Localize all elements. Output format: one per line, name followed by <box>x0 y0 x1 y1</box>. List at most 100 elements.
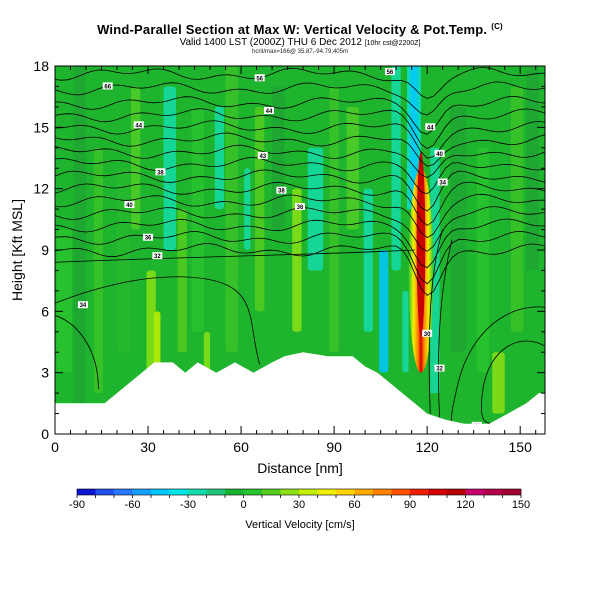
y-tick-label-6: 18 <box>33 58 49 74</box>
colorbar-swatch-10 <box>262 489 281 495</box>
theta-contour-lower-c <box>55 315 99 390</box>
theta-contour-lower-f <box>428 229 444 414</box>
velocity-band-22 <box>391 66 401 271</box>
colorbar-swatch-14 <box>336 489 355 495</box>
colorbar-swatch-0 <box>77 489 96 495</box>
theta-label-bg <box>152 252 163 260</box>
plot-area: 66565644444443403838344036363234303230 <box>55 66 545 434</box>
valid-time-small: [10hr cst@2200Z] <box>364 40 421 47</box>
copyright-mark: (C) <box>491 22 503 31</box>
x-tick-label-0: 0 <box>51 439 59 455</box>
max-location-line: hcrit/max=166@ 35.87,-94.79,405m <box>252 49 348 55</box>
theta-label-text: 40 <box>436 152 443 158</box>
theta-contour-lower-b <box>55 276 261 365</box>
velocity-band-5 <box>146 270 156 394</box>
theta-contour-5 <box>55 132 545 167</box>
theta-label-text: 38 <box>157 170 164 176</box>
colorbar-swatch-4 <box>151 489 170 495</box>
x-tick-label-1: 30 <box>140 439 156 455</box>
velocity-band-15 <box>272 86 285 230</box>
velocity-field-bands <box>56 66 539 434</box>
velocity-band-3 <box>117 168 130 353</box>
chart-title-text: Wind-Parallel Section at Max W: Vertical… <box>97 22 488 37</box>
theta-label-17: 32 <box>434 364 445 373</box>
velocity-band-20 <box>363 188 373 332</box>
colorbar-swatch-2 <box>114 489 133 495</box>
colorbar-label-4: 30 <box>293 499 305 511</box>
theta-label-12: 36 <box>295 203 305 211</box>
valid-time-text: Valid 1400 LST (2000Z) THU 6 Dec 2012 <box>179 37 362 48</box>
velocity-band-0 <box>56 229 73 373</box>
theta-contour-7 <box>55 157 545 195</box>
colorbar-swatch-13 <box>317 489 337 495</box>
theta-label-9: 38 <box>276 186 287 195</box>
x-tick-label-5: 150 <box>509 439 533 455</box>
theta-label-text: 32 <box>436 367 443 373</box>
colorbar-swatch-1 <box>95 489 115 495</box>
x-axis-title: Distance [nm] <box>257 460 343 476</box>
theta-label-text: 66 <box>104 84 111 90</box>
theta-label-text: 32 <box>154 254 161 260</box>
theta-label-0: 66 <box>102 82 113 90</box>
theta-contour-3 <box>55 108 545 150</box>
velocity-band-14 <box>255 106 265 312</box>
downdraft-band-east <box>430 147 440 394</box>
theta-label-text: 34 <box>439 181 446 187</box>
theta-label-bg <box>77 301 88 309</box>
colorbar-swatch-11 <box>280 489 300 495</box>
colorbar-swatch-12 <box>299 489 318 495</box>
velocity-band-11 <box>214 106 225 210</box>
colorbar-swatch-23 <box>502 489 522 495</box>
theta-label-10: 34 <box>437 178 448 187</box>
theta-label-7: 40 <box>434 149 445 158</box>
velocity-band-10 <box>203 331 211 373</box>
theta-contour-13 <box>55 230 545 285</box>
theta-contour-2 <box>55 95 545 135</box>
colorbar-swatch-17 <box>391 489 411 495</box>
colorbar-swatch-21 <box>465 489 485 495</box>
theta-label-text: 44 <box>266 109 273 115</box>
theta-label-3: 44 <box>133 121 144 129</box>
theta-label-bg <box>133 121 144 129</box>
x-tick-label-4: 120 <box>415 439 439 455</box>
colorbar-label-1: -60 <box>125 499 141 511</box>
colorbar-label-5: 60 <box>348 499 360 511</box>
theta-label-text: 36 <box>145 236 152 242</box>
theta-label-8: 38 <box>155 168 166 176</box>
theta-label-text: 34 <box>80 303 87 309</box>
theta-contour-4 <box>55 120 545 159</box>
colorbar: -90 -60 -30 0 30 60 90 120 150 <box>69 488 530 511</box>
colorbar-swatch-18 <box>410 489 429 495</box>
y-tick-label-3: 9 <box>41 242 49 258</box>
colorbar-label-2: -30 <box>180 499 196 511</box>
theta-label-text: 56 <box>387 70 394 76</box>
colorbar-swatch-15 <box>354 489 374 495</box>
colorbar-swatch-7 <box>206 489 226 495</box>
velocity-band-1 <box>73 66 87 434</box>
y-tick-label-0: 0 <box>41 426 49 442</box>
y-tick-label-5: 15 <box>33 119 49 135</box>
theta-contour-14 <box>55 243 545 296</box>
y-tick-label-4: 12 <box>33 181 49 197</box>
theta-label-bg <box>295 203 305 211</box>
colorbar-label-7: 120 <box>456 499 474 511</box>
theta-label-bg <box>143 233 154 241</box>
theta-label-bg <box>254 74 265 82</box>
velocity-band-18 <box>329 86 339 353</box>
y-tick-label-1: 3 <box>41 365 49 381</box>
velocity-band-13 <box>244 168 251 250</box>
colorbar-swatch-19 <box>428 489 448 495</box>
colorbar-swatch-8 <box>225 489 244 495</box>
theta-label-text: 43 <box>259 154 266 160</box>
colorbar-label-8: 150 <box>512 499 530 511</box>
theta-label-6: 43 <box>257 151 268 160</box>
velocity-band-26 <box>492 352 505 414</box>
y-axis-title: Height [Kft MSL] <box>9 199 25 301</box>
terrain-mask <box>55 352 545 434</box>
y-tick-label-2: 6 <box>41 303 49 319</box>
theta-label-bg <box>434 364 445 372</box>
theta-contours <box>55 66 545 429</box>
theta-label-bg <box>437 178 448 186</box>
theta-label-13: 36 <box>143 233 154 242</box>
velocity-band-6 <box>154 311 161 373</box>
